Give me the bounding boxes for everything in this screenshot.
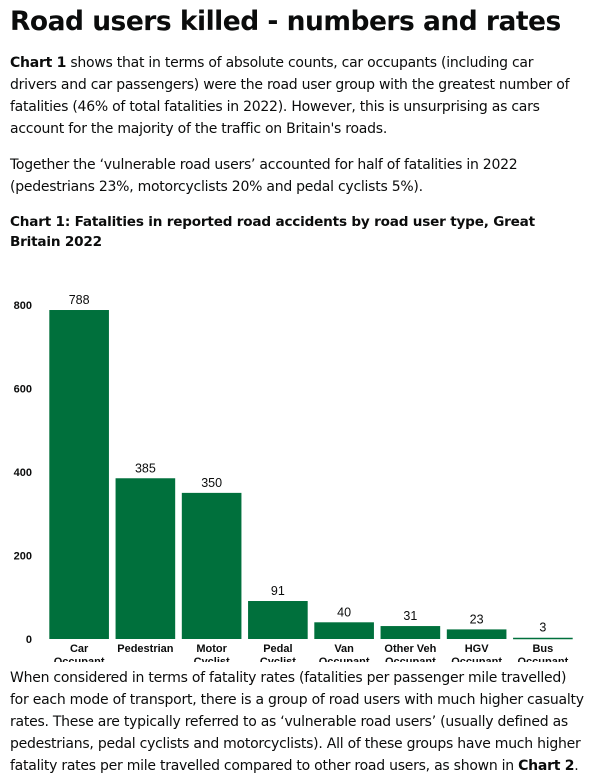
x-tick-label: HGV (465, 643, 490, 655)
page-title: Road users killed - numbers and rates (10, 6, 561, 37)
data-label: 350 (201, 476, 222, 490)
data-label: 91 (271, 584, 285, 598)
x-tick-label: Occupant (451, 656, 502, 662)
bar (248, 601, 308, 639)
x-tick-label: Van (334, 643, 354, 655)
bar (181, 492, 242, 639)
chart-1-reference: Chart 1 (10, 55, 67, 71)
x-tick-label: Occupant (319, 656, 370, 662)
closing-paragraph-wrap: When considered in terms of fatality rat… (10, 667, 584, 777)
data-label: 40 (337, 605, 351, 619)
x-tick-label: Motor (196, 643, 227, 655)
data-label: 23 (470, 612, 484, 626)
x-tick-label: Occupant (518, 656, 569, 662)
bar (513, 637, 573, 640)
closing-paragraph-end: . (574, 758, 579, 774)
bar (314, 622, 374, 639)
chart-2-reference: Chart 2 (518, 758, 575, 774)
x-tick-label: Pedal (263, 643, 292, 655)
x-tick-label: Cyclist (194, 656, 230, 662)
y-tick-label: 0 (26, 634, 32, 646)
x-tick-label: Cyclist (260, 656, 296, 662)
bar (446, 629, 507, 639)
intro-paragraph-1: Chart 1 shows that in terms of absolute … (10, 52, 584, 140)
x-tick-label: Other Veh (384, 643, 436, 655)
data-label: 385 (135, 461, 156, 475)
x-tick-label: Occupant (54, 656, 105, 662)
bar (380, 626, 441, 639)
data-label: 788 (69, 293, 90, 307)
y-tick-label: 600 (14, 384, 32, 396)
x-tick-label: Bus (532, 643, 553, 655)
closing-paragraph: When considered in terms of fatality rat… (10, 667, 584, 777)
x-tick-label: Car (70, 643, 89, 655)
data-label: 3 (539, 621, 546, 635)
bar (49, 310, 109, 639)
x-tick-label: Pedestrian (117, 643, 174, 655)
chart-title: Chart 1: Fatalities in reported road acc… (10, 214, 535, 250)
data-label: 31 (403, 609, 417, 623)
closing-paragraph-text: When considered in terms of fatality rat… (10, 670, 584, 774)
x-tick-label: Occupant (385, 656, 436, 662)
intro-paragraph-1-text: shows that in terms of absolute counts, … (10, 55, 570, 137)
y-tick-label: 400 (14, 467, 32, 479)
bar (115, 478, 176, 639)
y-tick-label: 800 (14, 300, 32, 312)
intro-paragraph-2: Together the ‘vulnerable road users’ acc… (10, 157, 518, 195)
y-tick-label: 200 (14, 551, 32, 563)
chart-container: 0 200 400 600 800 788 Car Occupant 385 Pedestrian… (10, 258, 584, 668)
